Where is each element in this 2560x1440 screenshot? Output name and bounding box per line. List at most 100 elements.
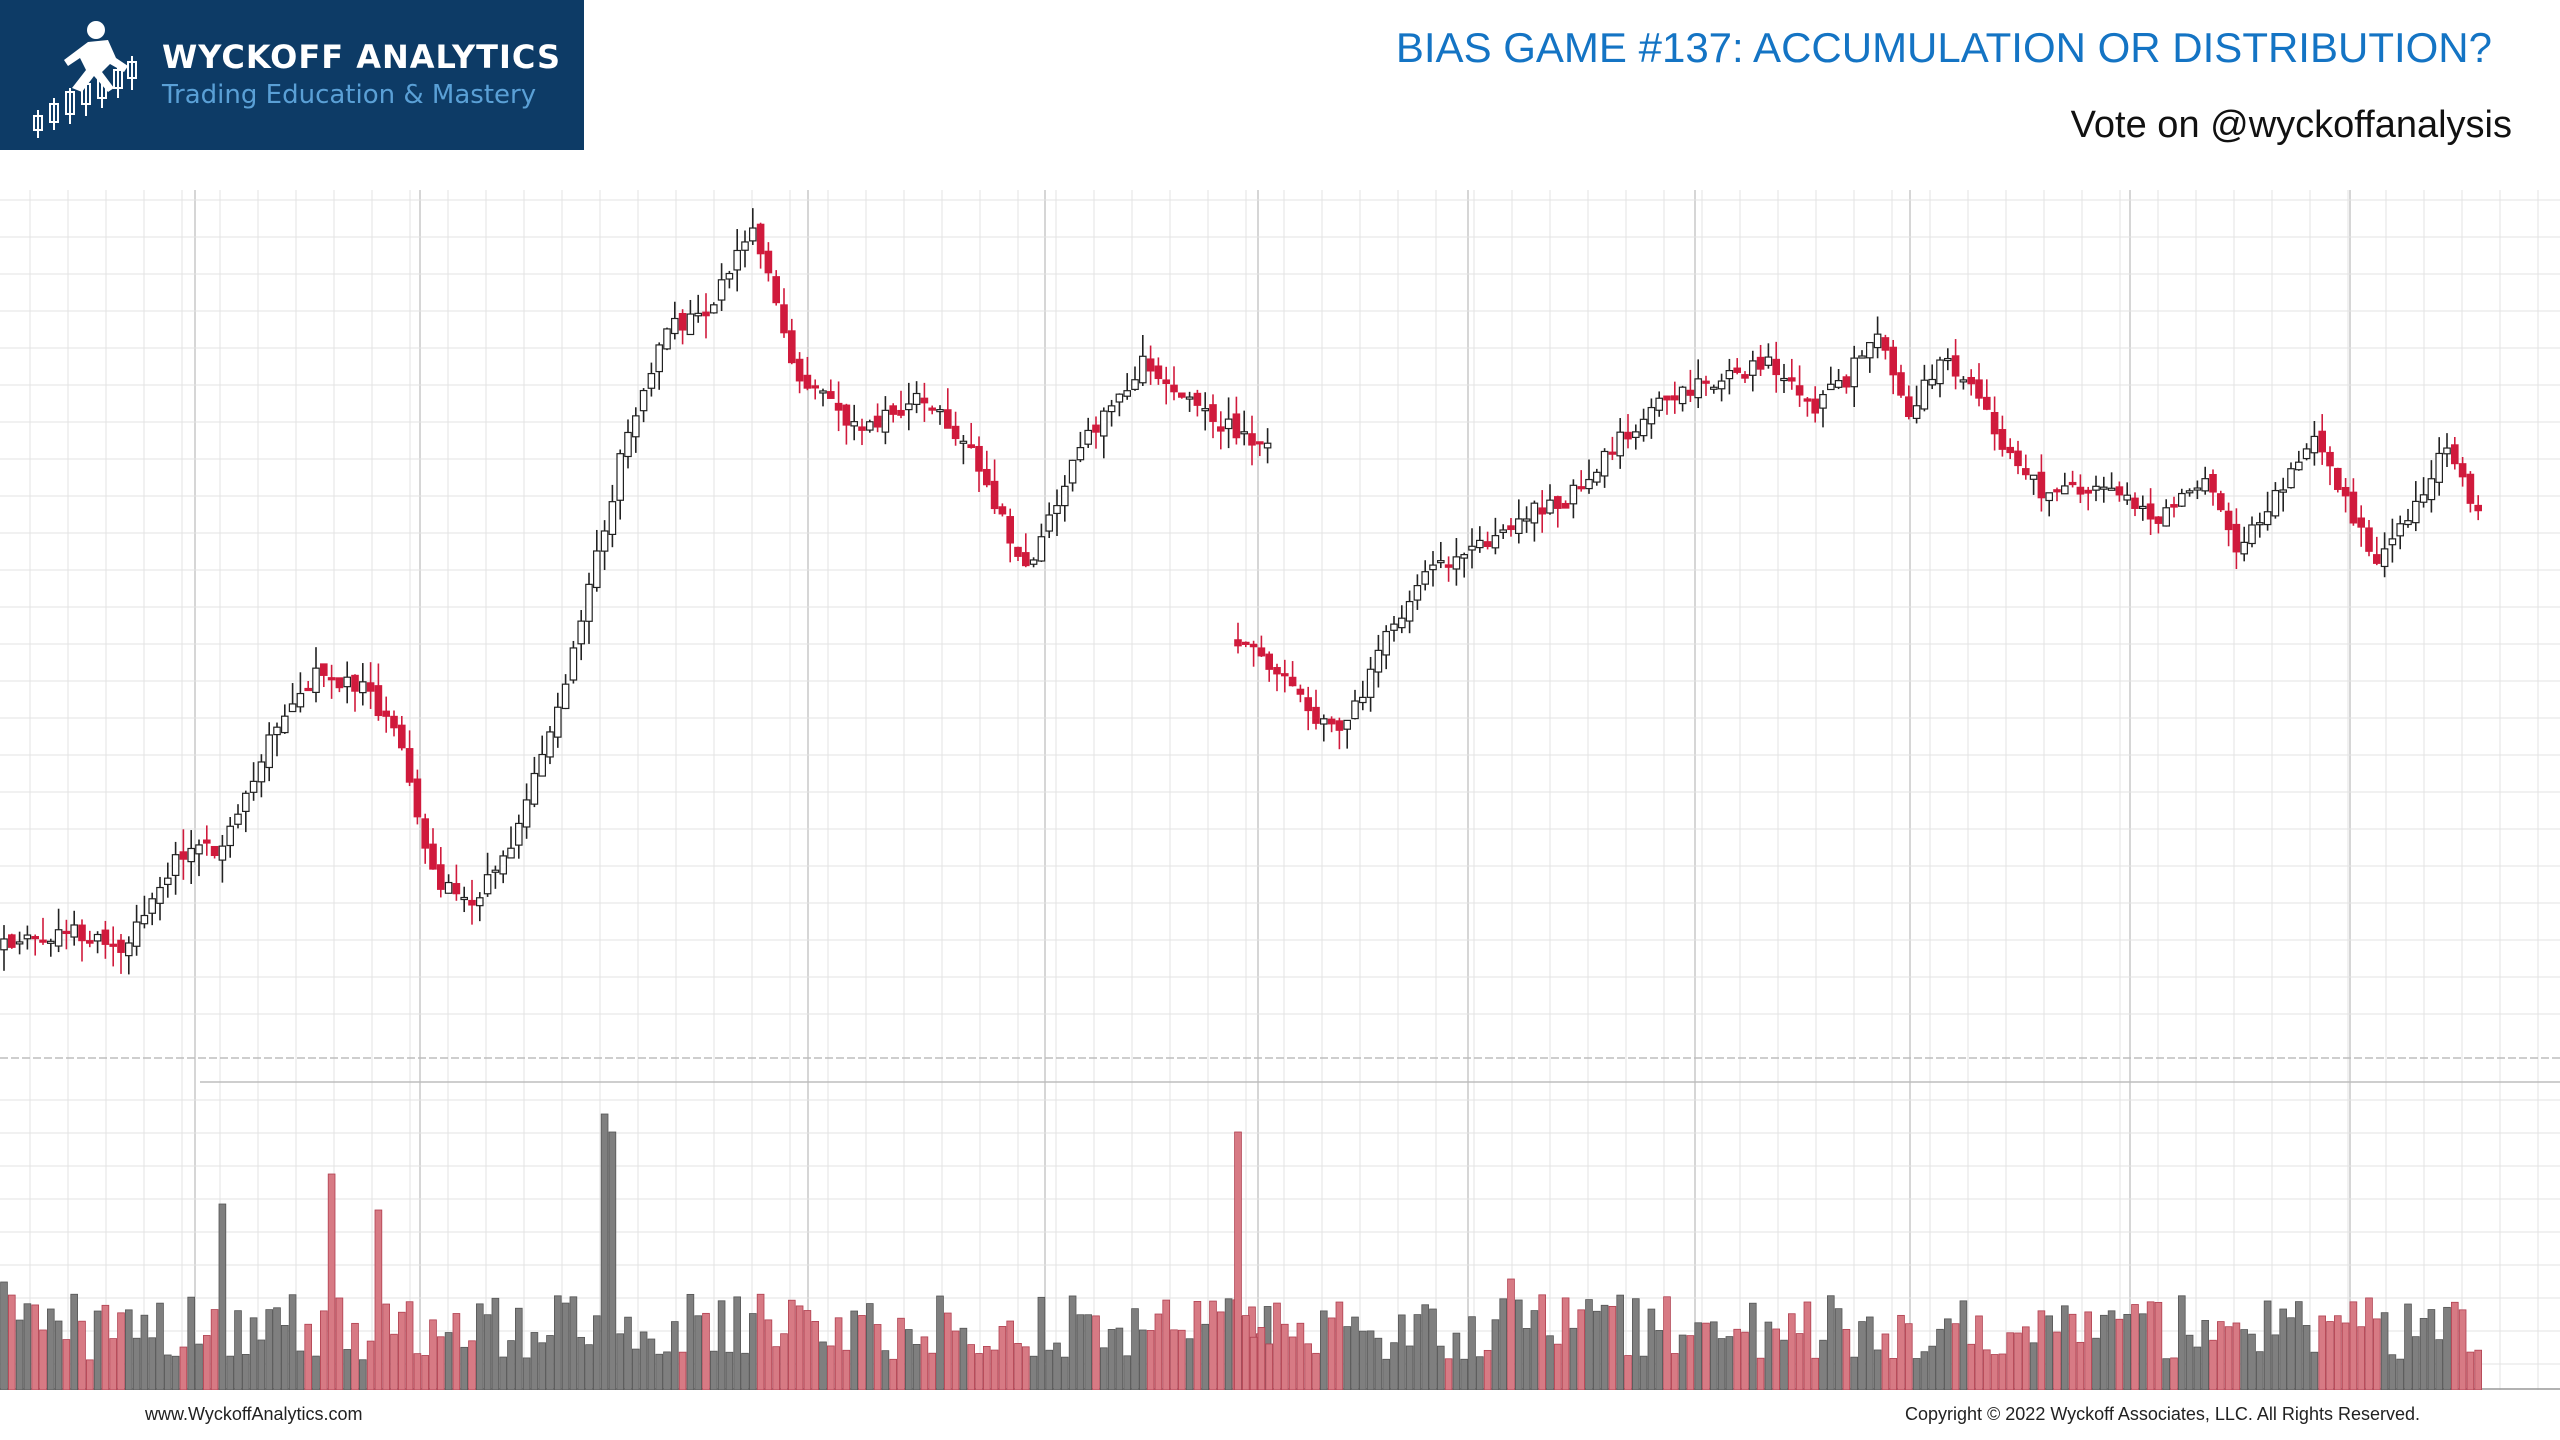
volume-bar	[2053, 1331, 2061, 1390]
volume-bar	[2474, 1349, 2483, 1390]
candle-down	[2154, 516, 2163, 524]
volume-bar	[920, 1336, 929, 1390]
volume-bar	[725, 1351, 734, 1390]
candle-up	[1045, 514, 1054, 532]
volume-bar	[2427, 1309, 2436, 1390]
volume-bar	[1421, 1304, 1430, 1390]
volume-bar	[343, 1349, 351, 1390]
volume-bar	[866, 1303, 874, 1390]
candle-down	[678, 312, 687, 331]
volume-bar	[1242, 1315, 1250, 1390]
candle-up	[1068, 459, 1077, 484]
candle-up	[553, 706, 562, 738]
candle-down	[351, 674, 359, 692]
volume-bar	[1944, 1318, 1952, 1390]
volume-bar	[2349, 1301, 2358, 1390]
volume-bar	[1437, 1345, 1445, 1390]
candle-down	[2224, 510, 2233, 531]
page-subtitle: Vote on @wyckoffanalysis	[2070, 104, 2512, 146]
volume-bar	[1889, 1358, 1898, 1390]
volume-bar	[1717, 1338, 1726, 1390]
candle-down	[468, 899, 476, 906]
candle-down	[1577, 486, 1586, 490]
candle-down	[366, 682, 375, 692]
volume-bar	[912, 1344, 921, 1390]
candle-down	[2458, 463, 2467, 478]
volume-bar	[928, 1352, 936, 1390]
candle-up	[54, 929, 63, 947]
volume-bar	[62, 1339, 71, 1390]
volume-bar	[1006, 1320, 1014, 1390]
candle-down	[1146, 358, 1155, 372]
candle-up	[733, 249, 742, 271]
candle-up	[663, 328, 671, 350]
volume-bar	[2240, 1329, 2249, 1390]
volume-bar	[1273, 1302, 1281, 1390]
volume-bar	[632, 1348, 640, 1390]
candle-up	[850, 421, 859, 427]
volume-bar	[1201, 1323, 1210, 1390]
candle-down	[990, 480, 999, 510]
candle-down	[1312, 706, 1320, 724]
volume-bar	[897, 1317, 905, 1390]
volume-bar	[2372, 1318, 2381, 1390]
candle-up	[2279, 489, 2288, 493]
volume-bar	[1764, 1321, 1773, 1390]
volume-bar	[990, 1349, 999, 1390]
candle-up	[226, 825, 235, 847]
volume-bar	[959, 1327, 968, 1390]
volume-bar	[226, 1355, 235, 1390]
volume-bar	[132, 1337, 141, 1390]
candle-down	[2131, 497, 2139, 509]
candle-down	[1772, 358, 1781, 376]
volume-bar	[171, 1355, 180, 1390]
candle-down	[1248, 433, 1256, 446]
candle-up	[476, 897, 484, 907]
volume-bar	[1076, 1314, 1085, 1390]
candle-up	[288, 703, 297, 713]
candle-up	[296, 692, 305, 708]
volume-bar	[1193, 1301, 1202, 1390]
candle-down	[2318, 430, 2327, 453]
volume-bar	[1061, 1356, 1069, 1390]
volume-bar	[351, 1322, 359, 1390]
candle-up	[1366, 668, 1375, 698]
volume-bar	[1249, 1336, 1258, 1390]
volume-bar	[70, 1293, 79, 1390]
candle-up	[460, 896, 469, 901]
candle-down	[1982, 396, 1991, 410]
candle-up	[2302, 448, 2311, 460]
candle-up	[1850, 357, 1859, 388]
volume-bar	[2271, 1334, 2280, 1390]
volume-bar	[1312, 1352, 1320, 1390]
volume-series	[0, 1113, 2483, 1390]
volume-bar	[15, 1319, 24, 1390]
volume-bar	[1780, 1339, 1788, 1390]
candle-up	[2443, 447, 2451, 455]
volume-bar	[1608, 1305, 1617, 1390]
volume-bar	[1084, 1314, 1093, 1390]
candle-up	[741, 241, 749, 251]
candle-down	[8, 934, 16, 948]
candle-up	[2045, 492, 2054, 502]
volume-bar	[2131, 1304, 2139, 1390]
volume-bar	[741, 1352, 749, 1390]
volume-bar	[1538, 1294, 1547, 1390]
candle-up	[93, 933, 102, 942]
candle-up	[1037, 536, 1046, 562]
candle-up	[156, 886, 164, 904]
volume-bar	[1530, 1310, 1539, 1390]
candle-up	[249, 780, 258, 793]
volume-bar	[834, 1317, 843, 1390]
candle-down	[101, 929, 110, 945]
volume-bar	[1374, 1337, 1383, 1390]
candle-up	[1569, 484, 1578, 505]
volume-bar	[1554, 1343, 1562, 1390]
candle-down	[335, 677, 344, 689]
volume-bar	[2450, 1301, 2459, 1390]
candle-down	[1998, 429, 2007, 450]
volume-bar	[1107, 1329, 1116, 1390]
candle-up	[2240, 541, 2249, 555]
volume-bar	[881, 1350, 890, 1390]
volume-bar	[109, 1338, 118, 1390]
